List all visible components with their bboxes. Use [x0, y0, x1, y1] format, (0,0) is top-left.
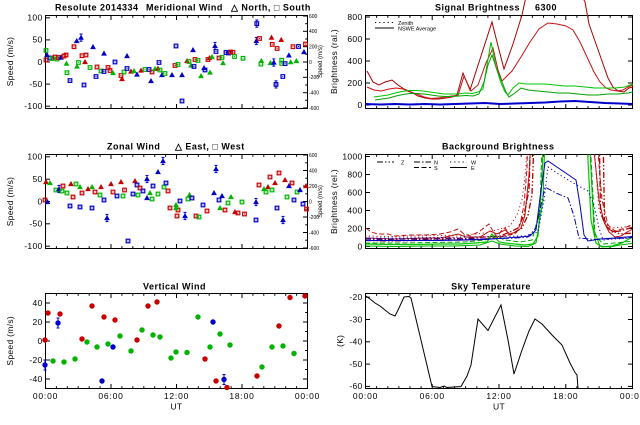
svg-text:(K): (K)	[335, 335, 345, 347]
svg-text:200: 200	[347, 78, 362, 88]
svg-text:Speed (m/s): Speed (m/s)	[318, 45, 324, 78]
svg-text:-40: -40	[349, 337, 362, 347]
svg-text:Zenith: Zenith	[398, 21, 413, 27]
svg-text:-400: -400	[309, 90, 319, 96]
svg-text:400: 400	[309, 168, 318, 174]
svg-text:200: 200	[309, 184, 318, 190]
svg-text:UT: UT	[171, 402, 183, 412]
svg-text:600: 600	[309, 14, 318, 20]
svg-text:Background Brightness: Background Brightness	[442, 142, 555, 152]
svg-text:100: 100	[27, 13, 42, 23]
svg-text:Vertical Wind: Vertical Wind	[143, 282, 206, 292]
svg-text:600: 600	[347, 34, 362, 44]
svg-text:12:00: 12:00	[486, 391, 511, 401]
svg-text:△ North, □ South: △ North, □ South	[230, 3, 311, 13]
svg-text:-100: -100	[24, 101, 42, 111]
svg-text:-40: -40	[29, 374, 42, 384]
svg-text:Sky Temperature: Sky Temperature	[451, 282, 531, 292]
svg-text:Speed (m/s): Speed (m/s)	[5, 37, 15, 87]
svg-text:Resolute: Resolute	[55, 3, 97, 13]
svg-text:0: 0	[357, 241, 362, 251]
svg-text:18:00: 18:00	[553, 391, 578, 401]
svg-text:Meridional Wind: Meridional Wind	[146, 3, 223, 13]
svg-text:Zonal Wind: Zonal Wind	[107, 142, 160, 152]
svg-text:-60: -60	[349, 381, 362, 391]
svg-text:400: 400	[347, 56, 362, 66]
svg-text:50: 50	[32, 35, 42, 45]
svg-text:-50: -50	[349, 359, 362, 369]
svg-text:0: 0	[357, 100, 362, 110]
svg-text:800: 800	[347, 12, 362, 22]
svg-text:-20: -20	[29, 355, 42, 365]
svg-text:1000: 1000	[342, 151, 362, 161]
svg-text:800: 800	[347, 169, 362, 179]
svg-text:06:00: 06:00	[98, 391, 123, 401]
svg-text:Signal Brightness: Signal Brightness	[435, 3, 520, 13]
svg-text:S: S	[434, 166, 438, 172]
svg-text:18:00: 18:00	[229, 391, 254, 401]
svg-text:-200: -200	[309, 215, 319, 221]
svg-text:NSWE Average: NSWE Average	[398, 27, 436, 33]
svg-text:20: 20	[32, 317, 42, 327]
svg-text:Speed (m/s): Speed (m/s)	[5, 177, 15, 227]
svg-text:-30: -30	[349, 314, 362, 324]
svg-text:Z: Z	[401, 161, 405, 167]
svg-text:0: 0	[309, 60, 312, 66]
svg-text:-50: -50	[29, 79, 42, 89]
svg-text:600: 600	[347, 187, 362, 197]
svg-text:UT: UT	[493, 402, 505, 412]
svg-text:50: 50	[32, 174, 42, 184]
svg-text:-50: -50	[29, 219, 42, 229]
svg-text:100: 100	[27, 152, 42, 162]
svg-text:Brightness (rel.): Brightness (rel.)	[329, 169, 339, 234]
svg-text:W: W	[471, 161, 477, 167]
svg-text:6300: 6300	[535, 3, 557, 13]
svg-text:Speed (m/s): Speed (m/s)	[318, 185, 324, 218]
svg-text:E: E	[471, 166, 475, 172]
svg-text:00:00: 00:00	[620, 391, 640, 401]
svg-text:-20: -20	[349, 292, 362, 302]
svg-text:-200: -200	[309, 75, 319, 81]
svg-text:40: 40	[32, 298, 42, 308]
svg-text:06:00: 06:00	[420, 391, 445, 401]
svg-text:200: 200	[347, 223, 362, 233]
svg-text:Speed (m/s): Speed (m/s)	[5, 316, 15, 366]
svg-text:0: 0	[309, 199, 312, 205]
svg-text:N: N	[434, 161, 438, 167]
svg-text:200: 200	[309, 44, 318, 50]
svg-text:-400: -400	[309, 230, 319, 236]
svg-text:-600: -600	[309, 106, 319, 112]
svg-text:400: 400	[347, 205, 362, 215]
svg-text:00:00: 00:00	[33, 391, 58, 401]
svg-text:600: 600	[309, 153, 318, 159]
svg-text:0: 0	[37, 57, 42, 67]
svg-text:Brightness (ral.): Brightness (ral.)	[329, 29, 339, 94]
svg-text:-600: -600	[309, 246, 319, 252]
svg-text:400: 400	[309, 29, 318, 35]
svg-text:00:00: 00:00	[295, 391, 320, 401]
svg-text:12:00: 12:00	[164, 391, 189, 401]
svg-text:0: 0	[37, 336, 42, 346]
svg-text:0: 0	[37, 196, 42, 206]
svg-text:△ East, □ West: △ East, □ West	[174, 142, 245, 152]
svg-text:00:00: 00:00	[353, 391, 378, 401]
svg-text:-100: -100	[24, 241, 42, 251]
svg-text:2014334: 2014334	[100, 3, 139, 13]
